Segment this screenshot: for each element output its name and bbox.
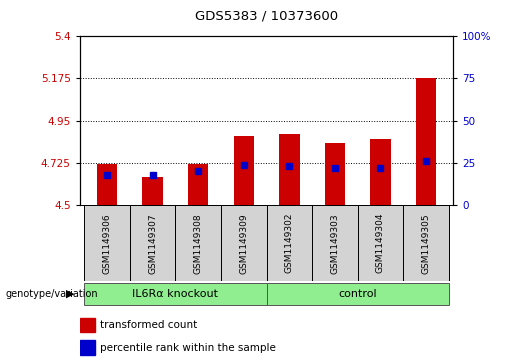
Bar — [143, 177, 163, 205]
Bar — [403, 205, 449, 281]
Bar — [370, 139, 390, 205]
Text: GSM1149303: GSM1149303 — [330, 213, 339, 274]
Bar — [97, 164, 117, 205]
Text: percentile rank within the sample: percentile rank within the sample — [100, 343, 276, 352]
Bar — [312, 205, 357, 281]
Bar — [188, 164, 209, 205]
Text: GSM1149302: GSM1149302 — [285, 213, 294, 273]
Bar — [324, 143, 345, 205]
Bar — [80, 340, 95, 355]
Bar — [130, 205, 176, 281]
Text: genotype/variation: genotype/variation — [5, 289, 98, 299]
Bar — [267, 282, 449, 306]
Bar — [84, 205, 130, 281]
Text: IL6Rα knockout: IL6Rα knockout — [132, 289, 218, 298]
Bar — [221, 205, 267, 281]
Bar — [357, 205, 403, 281]
Bar — [233, 136, 254, 205]
Text: GSM1149308: GSM1149308 — [194, 213, 203, 274]
Bar — [84, 282, 267, 306]
Text: GSM1149304: GSM1149304 — [376, 213, 385, 273]
Text: transformed count: transformed count — [100, 320, 198, 330]
Text: GSM1149305: GSM1149305 — [421, 213, 431, 274]
Text: GSM1149307: GSM1149307 — [148, 213, 157, 274]
Bar — [416, 78, 436, 205]
Text: GSM1149309: GSM1149309 — [239, 213, 248, 274]
Text: control: control — [338, 289, 377, 298]
Bar — [279, 134, 300, 205]
Text: ▶: ▶ — [66, 289, 75, 299]
Text: GSM1149306: GSM1149306 — [102, 213, 112, 274]
Bar — [267, 205, 312, 281]
Text: GDS5383 / 10373600: GDS5383 / 10373600 — [195, 10, 338, 23]
Bar — [176, 205, 221, 281]
Bar — [80, 318, 95, 332]
